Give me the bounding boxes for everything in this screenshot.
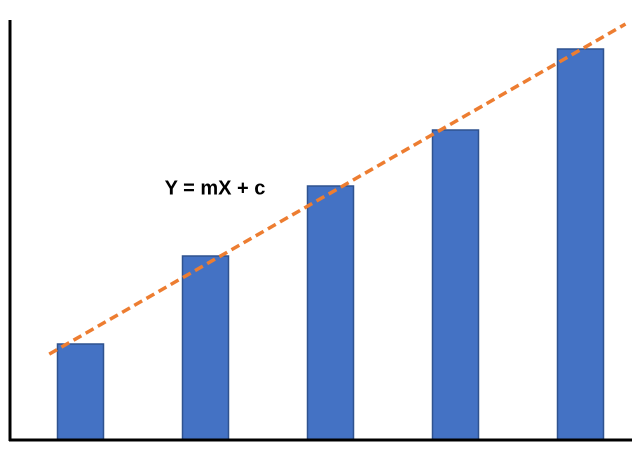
bar (306, 185, 355, 441)
trend-line (48, 22, 627, 356)
bar (431, 129, 480, 441)
annotation: Y = mX + c (165, 177, 266, 199)
bar (556, 48, 605, 441)
bar (181, 255, 230, 441)
bar (56, 343, 105, 441)
